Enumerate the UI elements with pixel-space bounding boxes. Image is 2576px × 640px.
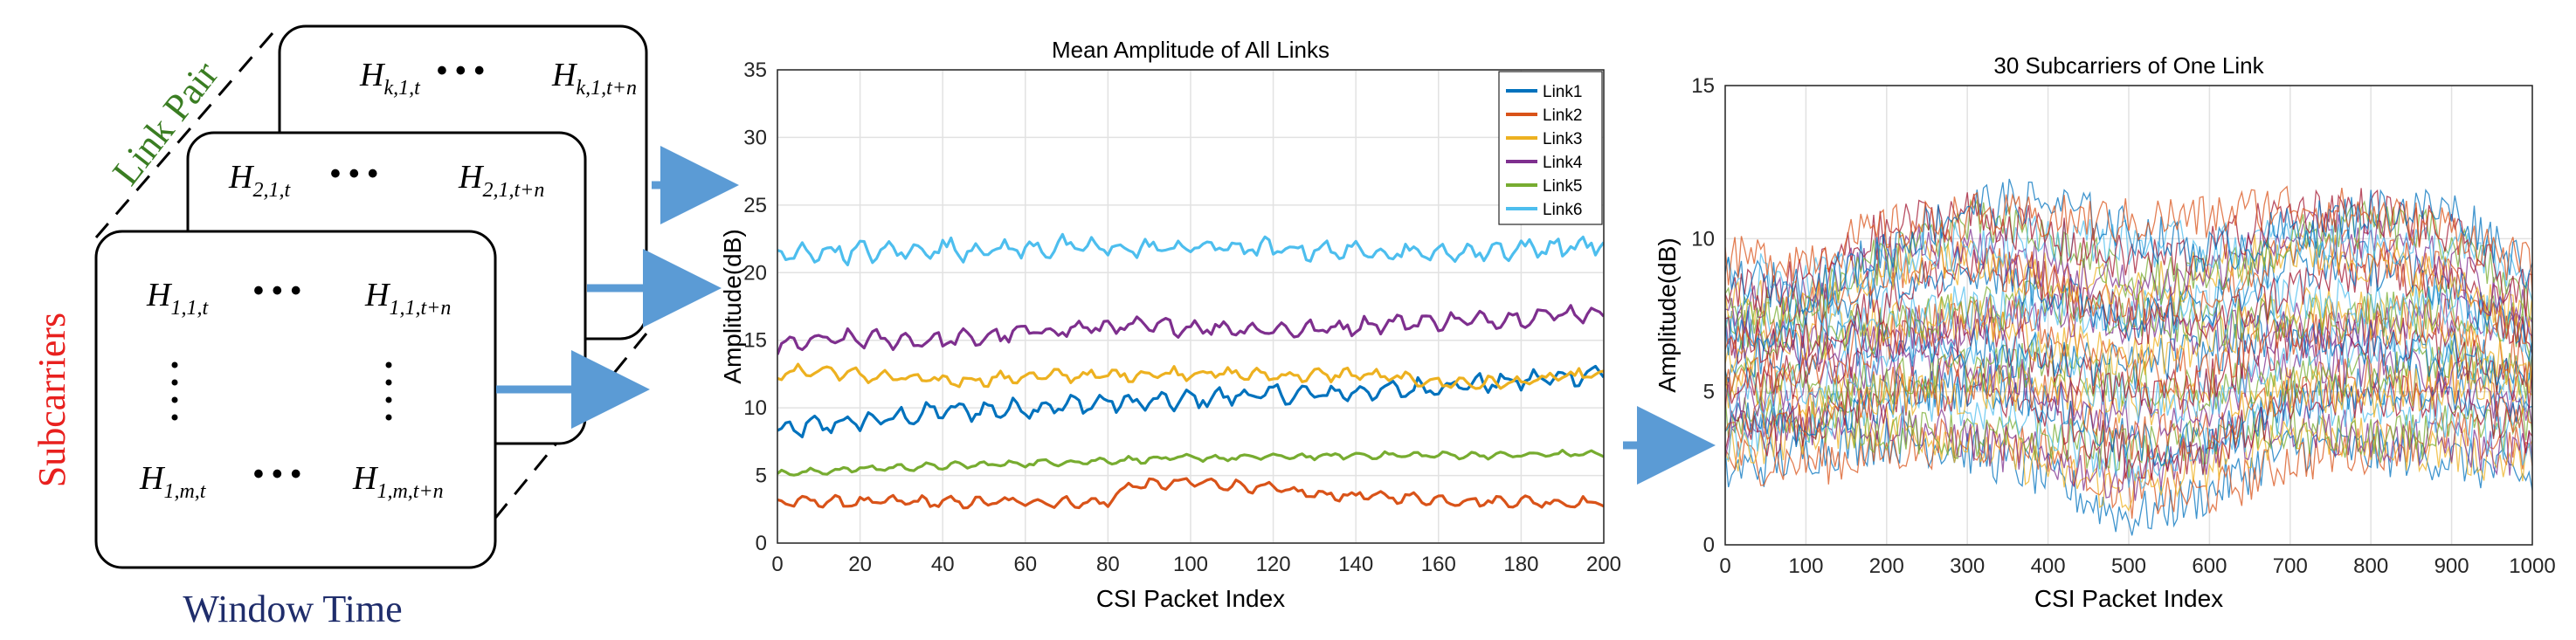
chart-b-subcarrier-line <box>1725 397 2532 478</box>
chart-a-ylabel: Amplitude(dB) <box>719 229 746 383</box>
chart-a-legend-box <box>1498 71 1603 225</box>
chart-b-ytick-label: 10 <box>1691 227 1715 251</box>
chart-a-frame <box>777 69 1605 544</box>
chart-a-legend-label: Link3 <box>1543 130 1582 148</box>
chart-b-subcarrier-line <box>1725 308 2532 415</box>
card-1-bottom-right-entry: H1,m,t+n <box>352 460 444 503</box>
chart-a-legend-label: Link4 <box>1543 154 1583 172</box>
chart-b-xtick-label: 0 <box>1719 554 1730 578</box>
chart-a-ytick-label: 5 <box>756 465 767 488</box>
chart-a-legend-label: Link1 <box>1543 83 1582 101</box>
chart-b-ylabel: Amplitude(dB) <box>1654 237 1681 392</box>
depth-line-top <box>94 32 274 238</box>
chart-a-xtick-label: 20 <box>848 553 872 576</box>
chart-a-xtick-label: 200 <box>1586 553 1621 576</box>
chart-b-subcarrier-line <box>1725 198 2532 334</box>
chart-b-subcarrier-line <box>1725 379 2532 490</box>
chart-b-xtick-label: 100 <box>1788 554 1823 578</box>
chart-a-series-link6 <box>777 232 1604 266</box>
card-2-right-entry: H2,1,t+n <box>458 159 544 202</box>
card-1-right-vertical-dots <box>385 361 392 421</box>
matrix-diagram: Hk,1,t • • • Hk,1,t+n H2,1,t • • • H2,1,… <box>31 24 648 630</box>
chart-a-xtick-label: 40 <box>931 553 955 576</box>
chart-b-subcarrier-line <box>1725 178 2532 315</box>
chart-a-legend-label: Link5 <box>1543 177 1582 196</box>
chart-b-xtick-label: 600 <box>2192 554 2227 578</box>
subcarriers-chart: 30 Subcarriers of One Link CSI Packet In… <box>1654 52 2556 612</box>
chart-b-ytick-label: 5 <box>1703 381 1715 404</box>
chart-b-subcarrier-line <box>1725 226 2532 329</box>
chart-b-frame <box>1724 85 2533 546</box>
chart-a-ytick-label: 20 <box>743 261 767 285</box>
chart-b-subcarrier-line <box>1725 402 2532 513</box>
chart-b-subcarrier-line <box>1725 293 2532 397</box>
card-1-top-right-entry: H1,1,t+n <box>364 277 451 320</box>
chart-a-ytick-label: 35 <box>743 58 767 82</box>
card-k-right-entry: Hk,1,t+n <box>551 57 637 100</box>
chart-a-series-link3 <box>777 362 1604 390</box>
chart-b-xtick-label: 900 <box>2434 554 2469 578</box>
chart-a-series-link1 <box>777 364 1604 438</box>
chart-a-title: Mean Amplitude of All Links <box>1052 37 1329 63</box>
chart-b-xtick-label: 800 <box>2353 554 2388 578</box>
card-k-dots: • • • <box>437 54 485 87</box>
card-2-left-entry: H2,1,t <box>228 159 291 202</box>
chart-b-xtick-label: 400 <box>2031 554 2066 578</box>
card-1-left-vertical-dots <box>171 361 178 421</box>
chart-a-xtick-label: 80 <box>1096 553 1120 576</box>
chart-b-subcarrier-line <box>1725 216 2532 305</box>
chart-a-series-link2 <box>777 477 1604 510</box>
chart-b-xtick-label: 700 <box>2273 554 2308 578</box>
chart-a-xtick-label: 160 <box>1421 553 1456 576</box>
card-1-top-left-entry: H1,1,t <box>146 277 209 320</box>
chart-a-xlabel: CSI Packet Index <box>1096 585 1285 612</box>
chart-b-xtick-label: 200 <box>1869 554 1904 578</box>
chart-b-subcarrier-line <box>1725 229 2532 350</box>
card-1-bottom-left-entry: H1,m,t <box>139 460 207 503</box>
chart-b-subcarrier-line <box>1725 417 2532 536</box>
chart-a-ytick-label: 25 <box>743 194 767 217</box>
chart-b-ytick-label: 0 <box>1703 533 1715 557</box>
subcarriers-label: Subcarriers <box>31 313 73 487</box>
chart-b-xtick-label: 300 <box>1950 554 1985 578</box>
chart-a-xtick-label: 100 <box>1173 553 1208 576</box>
chart-a-xtick-label: 140 <box>1338 553 1373 576</box>
card-2-dots: • • • <box>330 157 378 190</box>
chart-b-subcarrier-line <box>1725 309 2532 389</box>
chart-a-xtick-label: 60 <box>1013 553 1037 576</box>
card-1-bottom-dots: • • • <box>253 458 301 491</box>
chart-b-subcarrier-line <box>1725 185 2532 292</box>
chart-a-legend-label: Link2 <box>1543 107 1582 125</box>
chart-a-xtick-label: 0 <box>771 553 783 576</box>
chart-a-xtick-label: 120 <box>1256 553 1291 576</box>
chart-a-ytick-label: 10 <box>743 396 767 420</box>
chart-a-legend: Link1 Link2 Link3 Link4 Link5 Link6 <box>1498 71 1603 225</box>
card-link-1 <box>94 230 497 569</box>
chart-b-ytick-label: 15 <box>1691 74 1715 98</box>
chart-a-ytick-label: 0 <box>756 532 767 555</box>
chart-b-xtick-label: 500 <box>2111 554 2146 578</box>
card-k-left-entry: Hk,1,t <box>359 57 421 100</box>
chart-b-title: 30 Subcarriers of One Link <box>1993 52 2264 79</box>
chart-a-ytick-label: 15 <box>743 329 767 353</box>
chart-a-xtick-label: 180 <box>1503 553 1538 576</box>
chart-a-series-link5 <box>777 448 1604 477</box>
chart-a-series-link4 <box>777 304 1604 355</box>
flow-arrows <box>496 146 1716 485</box>
chart-b-xtick-label: 1000 <box>2509 554 2555 578</box>
window-time-label: Window Time <box>183 588 402 630</box>
card-1-top-dots: • • • <box>253 274 301 307</box>
chart-b-subcarrier-line <box>1725 279 2532 360</box>
chart-b-xlabel: CSI Packet Index <box>2034 585 2223 612</box>
chart-a-legend-label: Link6 <box>1543 201 1582 219</box>
mean-amplitude-chart: Mean Amplitude of All Links CSI Packet I… <box>719 37 1621 612</box>
chart-a-ytick-label: 30 <box>743 126 767 149</box>
